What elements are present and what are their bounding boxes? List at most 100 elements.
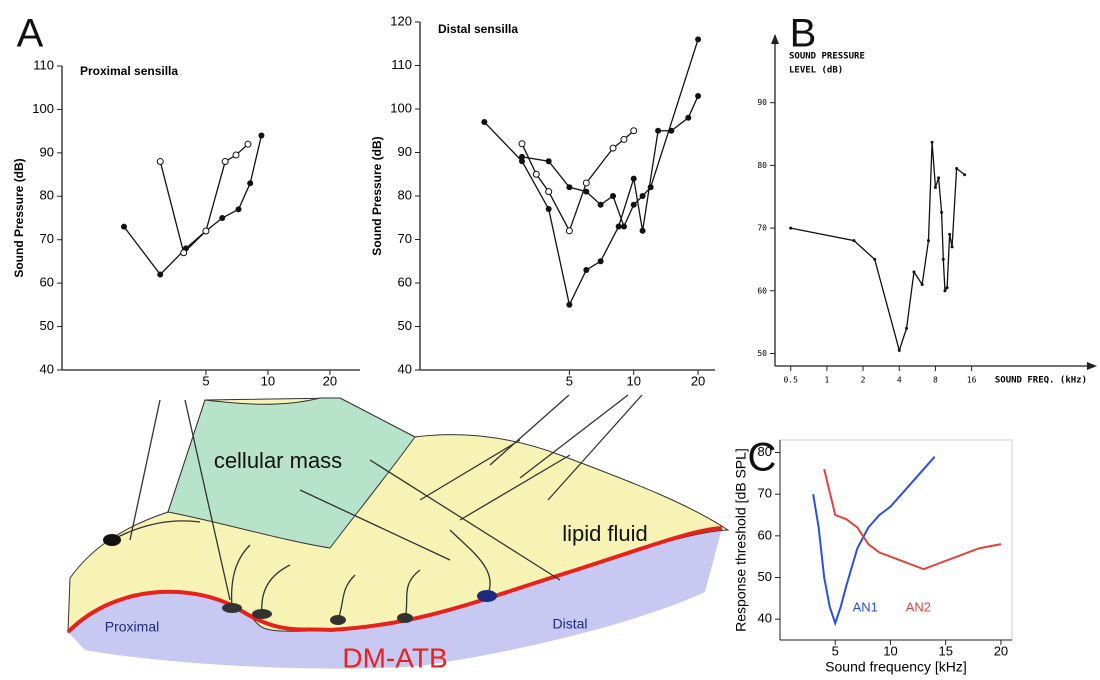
membrane-line xyxy=(66,526,723,634)
point xyxy=(545,188,553,196)
y-tick-label: 60 xyxy=(40,275,54,290)
axis-arrow xyxy=(771,34,779,44)
x-axis-title: SOUND FREQ. (kHz) xyxy=(995,376,1087,386)
label-proximal: Proximal xyxy=(105,619,159,635)
legend-label: AN1 xyxy=(853,599,878,614)
point xyxy=(120,223,127,230)
point xyxy=(518,140,526,148)
point xyxy=(905,326,909,330)
y-tick-label: 120 xyxy=(390,13,412,28)
point xyxy=(933,185,937,189)
point xyxy=(232,151,240,159)
y-tick-label: 110 xyxy=(391,57,412,72)
point xyxy=(583,266,590,273)
point xyxy=(963,173,967,177)
x-tick-label: 0.5 xyxy=(783,376,798,385)
point xyxy=(789,226,793,230)
cellular-region xyxy=(167,397,416,549)
point xyxy=(157,271,164,278)
y-tick-label: 70 xyxy=(40,231,54,246)
point xyxy=(221,158,229,166)
y-tick-label: 50 xyxy=(757,349,767,358)
x-tick-label: 2 xyxy=(861,376,866,385)
point xyxy=(647,184,654,191)
series-line xyxy=(483,95,699,307)
point xyxy=(639,193,646,199)
point xyxy=(873,257,877,261)
x-tick-label: 1 xyxy=(824,376,829,385)
legend-label: AN2 xyxy=(906,599,931,614)
y-tick-label: 100 xyxy=(390,100,412,115)
x-tick-label: 10 xyxy=(627,373,641,388)
hemolymph-region xyxy=(68,528,722,669)
x-tick-label: 15 xyxy=(938,643,952,658)
point xyxy=(941,257,945,261)
y-tick-label: 70 xyxy=(398,231,412,246)
point xyxy=(566,184,573,191)
point xyxy=(950,245,954,249)
y-axis-title: Sound Pressure (dB) xyxy=(12,158,26,277)
point xyxy=(940,210,944,214)
point xyxy=(582,179,590,187)
point xyxy=(202,227,210,235)
point xyxy=(655,127,662,134)
label-cellular: cellular mass xyxy=(214,448,342,473)
point xyxy=(610,193,617,199)
point xyxy=(566,301,573,308)
x-tick-label: 5 xyxy=(566,373,573,388)
y-tick-label: 90 xyxy=(757,98,767,107)
neurons xyxy=(103,534,497,625)
axis-arrow xyxy=(1087,362,1097,370)
point xyxy=(565,227,573,235)
y-tick-label: 50 xyxy=(758,569,772,584)
point xyxy=(852,239,856,243)
point xyxy=(630,127,638,135)
point xyxy=(685,114,692,121)
y-tick-label: 70 xyxy=(758,486,772,501)
point xyxy=(926,239,930,243)
y-tick-label: 70 xyxy=(757,224,767,233)
chart-title: Distal sensilla xyxy=(438,22,518,36)
point xyxy=(695,92,702,99)
point xyxy=(258,132,265,139)
plot-frame xyxy=(779,439,1013,641)
point xyxy=(583,188,590,195)
point xyxy=(630,175,637,182)
y-axis-title: LEVEL (dB) xyxy=(789,66,843,76)
y-tick-label: 60 xyxy=(757,286,767,295)
y-tick-label: 40 xyxy=(758,611,772,626)
point xyxy=(180,249,188,257)
y-axis-title: Response threshold [dB SPL] xyxy=(733,448,749,632)
series-line xyxy=(790,142,966,353)
point xyxy=(630,201,637,208)
y-tick-label: 80 xyxy=(398,187,412,202)
y-tick-label: 80 xyxy=(40,188,54,203)
y-axis-title: SOUND PRESSURE xyxy=(789,52,865,62)
point xyxy=(156,158,164,166)
point xyxy=(897,348,901,352)
point xyxy=(244,140,252,148)
y-tick-label: 80 xyxy=(758,444,772,459)
chart: 40 50 60 70 80 90 100 110 5 10 20 Proximal sensilla… xyxy=(12,57,360,388)
series-line xyxy=(823,468,1002,571)
point xyxy=(948,232,952,236)
x-tick-label: 5 xyxy=(832,643,839,658)
x-tick-label: 8 xyxy=(933,376,938,385)
point xyxy=(695,36,702,43)
point xyxy=(943,289,947,293)
label-membrane: DM-ATB xyxy=(342,642,447,673)
point xyxy=(620,223,627,230)
x-tick-label: 16 xyxy=(967,376,977,385)
point xyxy=(219,215,226,221)
chart: 40 50 60 70 80 5 10 15 20 Response threshold [dB … xyxy=(733,439,1013,675)
y-tick-label: 90 xyxy=(40,144,54,159)
diagram: cellular mass lipid fluid Proximal Dista… xyxy=(66,394,730,673)
point xyxy=(597,201,604,208)
chart: 40 50 60 70 80 90 100 110 120 5 10 20 Distal sensill… xyxy=(370,13,715,388)
point xyxy=(639,227,646,234)
point xyxy=(545,158,552,165)
panel-label: B xyxy=(790,12,817,56)
point xyxy=(912,270,916,274)
point xyxy=(945,286,949,290)
